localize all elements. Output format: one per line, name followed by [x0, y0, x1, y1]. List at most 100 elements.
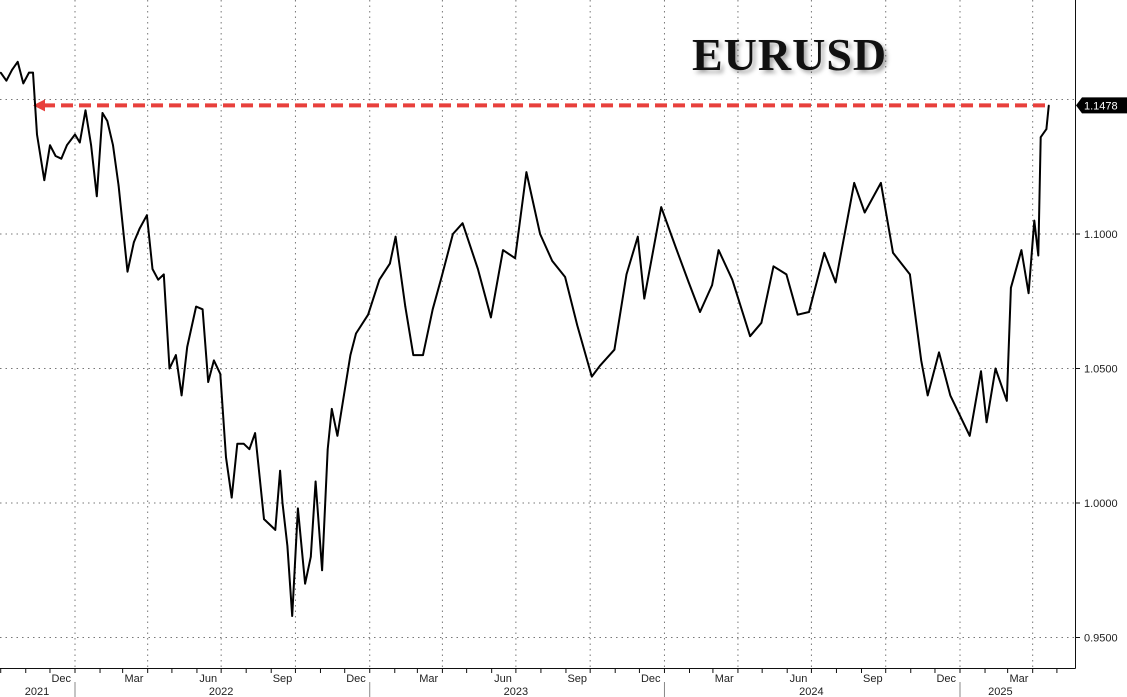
data-point: [297, 507, 299, 510]
data-point: [28, 71, 30, 74]
x-tick-label: Jun: [494, 673, 512, 685]
data-point: [326, 448, 329, 451]
data-point: [309, 556, 312, 558]
x-year-label: 2022: [209, 686, 233, 697]
data-point: [808, 311, 810, 313]
data-point: [195, 305, 197, 308]
x-tick-label: Jun: [790, 673, 808, 685]
data-point: [643, 297, 646, 300]
x-tick-label: Sep: [567, 673, 587, 685]
x-year-label: 2024: [799, 686, 823, 697]
data-point: [291, 615, 294, 617]
data-point: [22, 82, 25, 85]
data-point: [1006, 399, 1008, 402]
data-point: [539, 233, 541, 235]
data-point: [637, 235, 639, 238]
data-point: [54, 155, 57, 157]
data-point: [717, 249, 720, 251]
data-point: [863, 211, 866, 214]
data-point: [336, 434, 339, 437]
data-point: [279, 469, 281, 472]
data-point: [304, 582, 306, 585]
data-point: [412, 354, 415, 356]
data-point: [151, 268, 154, 270]
data-point: [938, 351, 940, 354]
data-point: [660, 206, 663, 208]
data-point: [74, 133, 76, 136]
data-point: [157, 278, 159, 281]
x-tick-label: Mar: [419, 673, 438, 685]
data-point: [43, 179, 46, 181]
data-point: [440, 276, 443, 278]
data-point: [219, 373, 222, 375]
reference-line-1.1478: [33, 99, 1049, 112]
data-point: [330, 408, 333, 410]
data-point: [551, 260, 554, 262]
gridlines: [0, 0, 1075, 668]
data-point: [254, 432, 256, 434]
data-point: [16, 61, 19, 63]
data-point: [590, 375, 593, 378]
data-point: [79, 141, 81, 144]
x-tick-label: Mar: [1009, 673, 1028, 685]
data-point: [674, 246, 677, 249]
last-value-badge: [1076, 97, 1127, 114]
data-point: [785, 273, 788, 276]
eurusd-line: [0, 60, 1050, 617]
data-point: [599, 365, 601, 367]
data-point: [1039, 136, 1042, 138]
data-point: [201, 308, 204, 311]
data-point: [892, 252, 894, 254]
data-point: [920, 359, 923, 362]
data-point: [985, 421, 988, 424]
data-point: [389, 262, 391, 265]
data-point: [207, 381, 210, 383]
data-point: [711, 284, 713, 286]
axes: [0, 0, 1080, 697]
data-point: [760, 321, 763, 324]
data-point: [525, 171, 528, 173]
x-tick-label: Dec: [346, 673, 366, 685]
data-point: [949, 394, 952, 397]
chart-title: EURUSD: [692, 29, 888, 80]
data-point: [1048, 104, 1050, 107]
x-tick-label: Mar: [124, 673, 143, 685]
data-point: [564, 276, 566, 278]
arrow-head-icon: [33, 99, 46, 112]
data-point: [126, 270, 129, 273]
data-point: [175, 354, 177, 356]
data-point: [117, 184, 120, 187]
data-point: [404, 305, 407, 308]
data-point: [749, 335, 751, 338]
data-point: [909, 273, 911, 276]
data-point: [834, 281, 837, 284]
data-point: [133, 241, 135, 243]
data-point: [36, 133, 38, 136]
data-point: [112, 144, 114, 147]
data-point: [613, 348, 616, 351]
data-point: [477, 268, 479, 270]
data-point: [263, 518, 265, 520]
data-point: [274, 529, 277, 531]
data-point: [823, 252, 826, 254]
data-point: [84, 109, 87, 112]
data-point: [248, 448, 251, 451]
data-point: [242, 443, 245, 445]
data-point: [994, 367, 997, 370]
data-point: [461, 222, 464, 225]
data-point: [687, 281, 690, 284]
data-point: [490, 316, 492, 319]
data-point: [1037, 254, 1040, 257]
x-tick-label: Dec: [936, 673, 956, 685]
y-tick-label: 1.1000: [1084, 229, 1118, 241]
data-point: [5, 79, 8, 82]
data-point: [90, 144, 92, 147]
data-point: [452, 233, 454, 235]
data-point: [772, 265, 775, 268]
data-point: [853, 182, 856, 184]
data-point: [314, 480, 317, 483]
last-value-label: 1.1478: [1084, 100, 1118, 112]
y-tick-label: 1.0500: [1084, 364, 1118, 376]
tick-labels: 1.1000 1.0500 1.0000 0.9500 Dec Mar Jun Sep Dec M…: [25, 97, 1127, 697]
